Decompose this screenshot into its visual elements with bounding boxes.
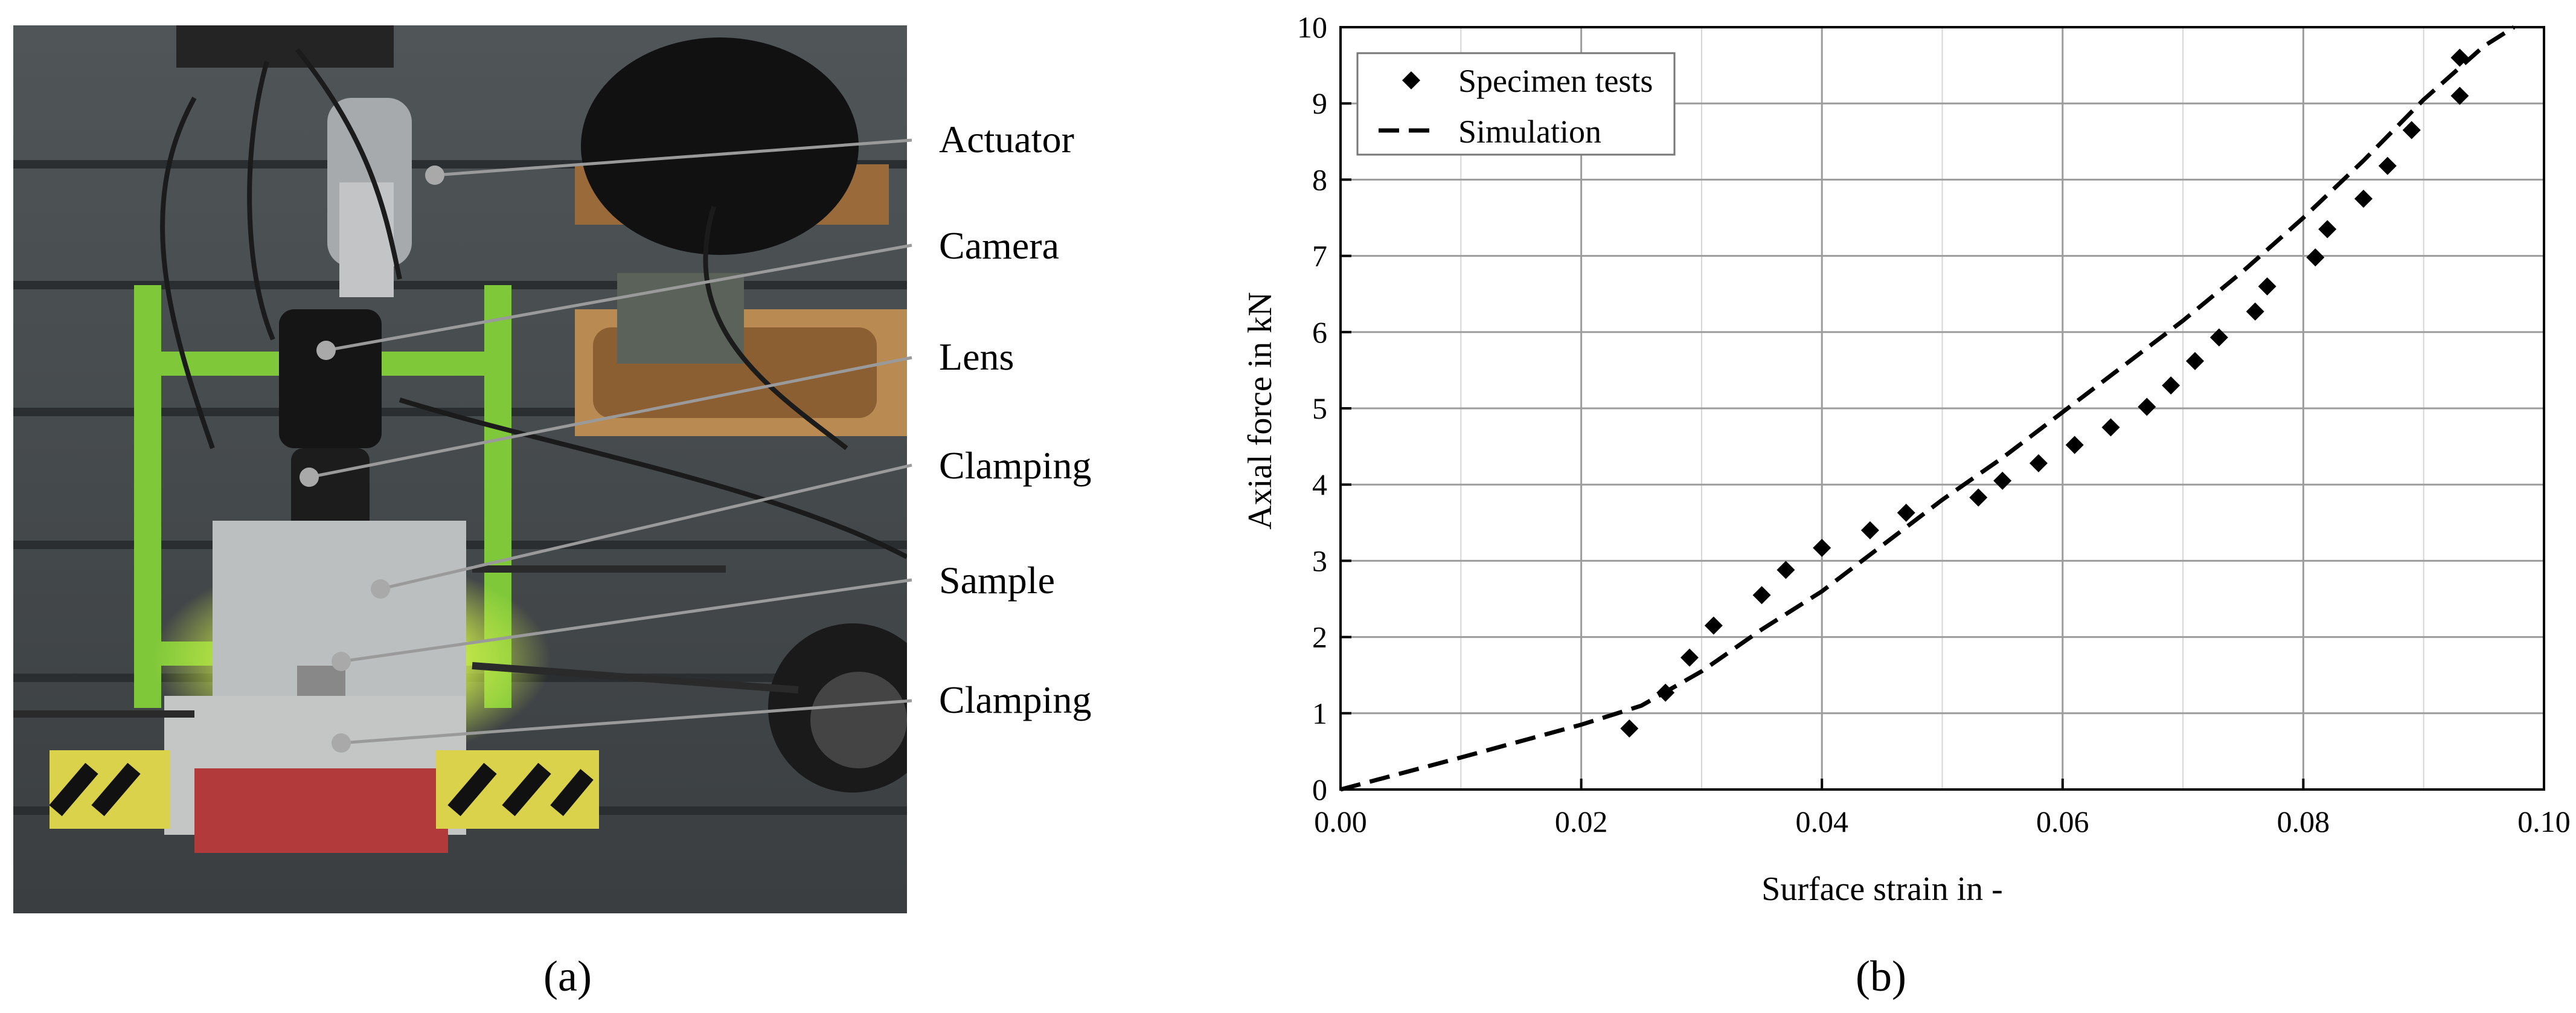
legend-label-simulation: Simulation [1458, 114, 1601, 150]
data-point-specimen-test [1752, 586, 1771, 605]
y-tick-label: 7 [1312, 239, 1327, 273]
data-point-specimen-test [1897, 503, 1915, 522]
series-line-simulation [1340, 25, 2516, 792]
x-axis-label: Surface strain in - [1761, 870, 2003, 908]
data-point-specimen-test [2162, 376, 2180, 395]
data-point-specimen-test [1860, 521, 1879, 539]
data-point-specimen-test [1993, 471, 2012, 490]
data-point-specimen-test [1777, 561, 1795, 579]
data-point-specimen-test [1620, 719, 1639, 738]
x-tick-label: 0.10 [2517, 805, 2571, 838]
data-point-specimen-test [2209, 328, 2228, 347]
chart-legend: Specimen tests Simulation [1356, 52, 1676, 156]
data-point-specimen-test [2378, 156, 2397, 175]
y-tick-label: 6 [1312, 315, 1327, 349]
data-point-specimen-test [2354, 189, 2373, 208]
data-point-specimen-test [2402, 121, 2421, 140]
data-point-specimen-test [1680, 648, 1699, 667]
data-point-specimen-test [2101, 418, 2120, 437]
y-tick-label: 5 [1312, 391, 1327, 425]
chart-series [1340, 25, 2516, 792]
data-point-specimen-test [2318, 220, 2337, 239]
data-point-specimen-test [2029, 454, 2048, 472]
data-point-specimen-test [2258, 277, 2276, 296]
data-point-specimen-test [2186, 352, 2205, 370]
y-tick-label: 9 [1312, 86, 1327, 120]
y-tick-label: 1 [1312, 696, 1327, 730]
x-tick-label: 0.00 [1314, 805, 1367, 838]
legend-label-specimen-tests: Specimen tests [1458, 63, 1653, 99]
data-point-specimen-test [2306, 248, 2325, 267]
y-tick-label: 2 [1312, 620, 1327, 654]
y-tick-label: 0 [1312, 773, 1327, 806]
y-tick-label: 3 [1312, 544, 1327, 577]
y-tick-label: 8 [1312, 162, 1327, 196]
y-axis-label: Axial force in kN [1242, 292, 1279, 529]
x-tick-label: 0.06 [2036, 805, 2089, 838]
legend-box [1356, 52, 1676, 156]
x-tick-label: 0.02 [1555, 805, 1608, 838]
x-tick-labels: 0.00 0.02 0.04 0.06 0.08 0.10 [1314, 805, 2571, 838]
y-tick-label: 10 [1297, 10, 1327, 44]
data-point-specimen-test [2138, 397, 2156, 416]
x-tick-label: 0.04 [1795, 805, 1848, 838]
data-point-specimen-test [2450, 86, 2469, 105]
legend-marker-specimen-tests [1402, 71, 1420, 89]
chart-axes [1339, 26, 2545, 791]
data-point-specimen-test [2065, 436, 2084, 454]
y-tick-labels: 0 1 2 3 4 5 6 7 8 9 10 [1297, 10, 1327, 806]
y-tick-label: 4 [1312, 468, 1327, 501]
x-tick-label: 0.08 [2277, 805, 2330, 838]
data-point-specimen-test [1969, 488, 1988, 507]
data-point-specimen-test [1813, 538, 1831, 557]
data-point-specimen-test [2246, 302, 2264, 321]
data-point-specimen-test [1704, 616, 1723, 635]
